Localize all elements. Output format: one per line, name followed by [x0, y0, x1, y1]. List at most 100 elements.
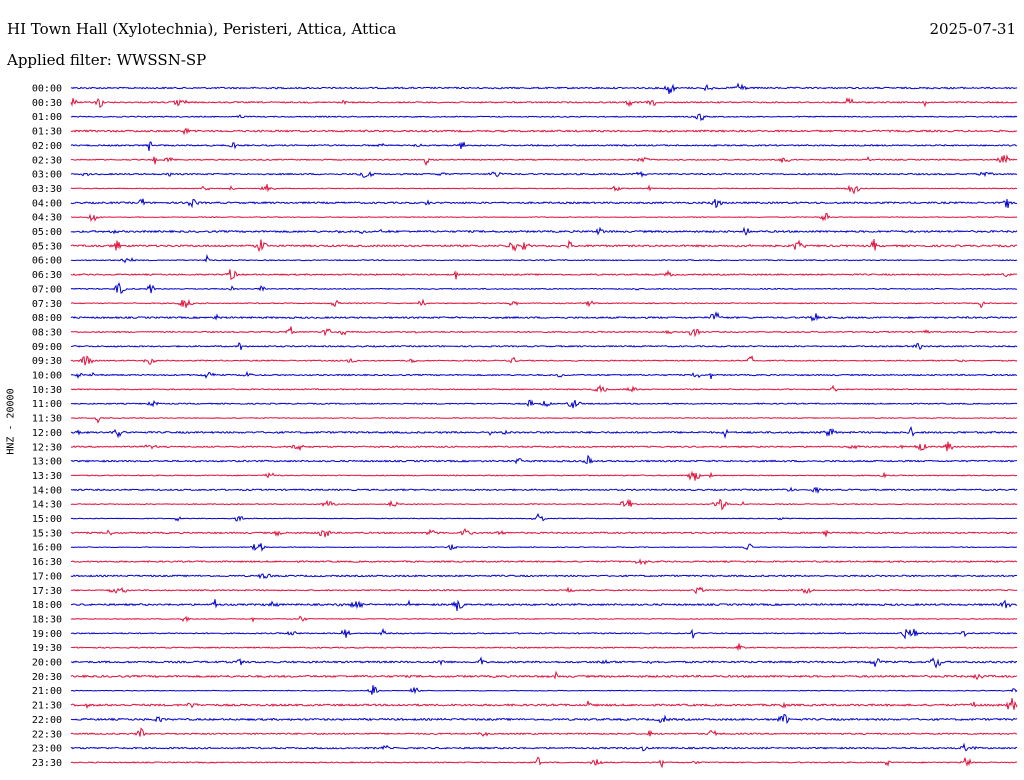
trace-row	[70, 573, 1018, 580]
trace-row	[70, 742, 1018, 752]
trace-row	[71, 417, 1018, 424]
row-time-label: 14:30	[32, 500, 62, 511]
row-time-label: 13:00	[32, 457, 62, 468]
trace-row	[70, 756, 1017, 769]
row-time-label: 20:30	[32, 672, 62, 683]
trace-row	[70, 698, 1018, 710]
trace-row	[70, 298, 1018, 309]
trace-row	[70, 615, 1018, 623]
trace-row	[70, 213, 1018, 222]
row-time-label: 12:00	[32, 428, 62, 439]
trace-row	[70, 627, 1018, 640]
row-time-label: 08:30	[32, 327, 62, 338]
row-time-label: 10:00	[32, 371, 62, 382]
row-time-label: 17:30	[32, 586, 62, 597]
trace-row	[70, 326, 1018, 338]
trace-row	[70, 226, 1018, 237]
row-time-label: 00:00	[32, 84, 62, 95]
row-time-label: 00:30	[32, 98, 62, 109]
row-time-label: 10:30	[32, 385, 62, 396]
trace-row	[70, 82, 1018, 94]
trace-row	[70, 714, 1018, 725]
row-time-label: 13:30	[32, 471, 62, 482]
trace-row	[70, 269, 1018, 281]
row-time-label: 06:00	[32, 256, 62, 267]
trace-row	[70, 543, 1018, 552]
trace-row	[70, 425, 1018, 439]
trace-row	[70, 441, 1018, 452]
trace-row	[70, 170, 1018, 178]
trace-row	[70, 599, 1018, 612]
trace-row	[70, 184, 1018, 195]
row-time-label: 02:30	[32, 155, 62, 166]
row-time-label: 16:30	[32, 557, 62, 568]
trace-row	[70, 670, 1018, 681]
row-time-label: 07:00	[32, 284, 62, 295]
trace-row	[70, 370, 1018, 380]
row-time-label: 06:30	[32, 270, 62, 281]
trace-row	[70, 154, 1018, 167]
row-time-label: 08:00	[32, 313, 62, 324]
row-time-label: 09:30	[32, 356, 62, 367]
trace-row	[70, 198, 1018, 209]
trace-row	[70, 685, 1018, 695]
row-time-label: 03:30	[32, 184, 62, 195]
row-time-label: 01:30	[32, 127, 62, 138]
row-time-label: 22:30	[32, 729, 62, 740]
trace-row	[70, 643, 1018, 652]
trace-row	[70, 486, 1018, 494]
trace-row	[71, 384, 1018, 393]
trace-row	[71, 470, 1018, 481]
row-time-label: 23:00	[32, 744, 62, 755]
trace-row	[70, 399, 1018, 409]
trace-row	[70, 282, 1017, 294]
row-time-label: 17:00	[32, 571, 62, 582]
trace-row	[70, 512, 1017, 522]
row-time-label: 07:30	[32, 299, 62, 310]
row-time-label: 20:00	[32, 658, 62, 669]
trace-row	[70, 355, 1018, 366]
trace-row	[70, 586, 1018, 595]
filter-label: Applied filter: WWSSN-SP	[7, 51, 207, 69]
row-time-label: 05:30	[32, 241, 62, 252]
row-time-label: 05:00	[32, 227, 62, 238]
row-time-label: 21:00	[32, 686, 62, 697]
row-time-label: 19:00	[32, 629, 62, 640]
trace-row	[70, 727, 1018, 737]
row-time-label: 09:00	[32, 342, 62, 353]
row-time-label: 03:00	[32, 170, 62, 181]
row-time-label: 11:30	[32, 414, 62, 425]
trace-row	[70, 311, 1018, 323]
row-time-label: 18:00	[32, 600, 62, 611]
row-time-label: 23:30	[32, 758, 62, 769]
row-time-label: 15:00	[32, 514, 62, 525]
row-time-label: 21:30	[32, 701, 62, 712]
date-label: 2025-07-31	[929, 20, 1016, 38]
row-time-label: 01:00	[32, 112, 62, 123]
station-title: HI Town Hall (Xylotechnia), Peristeri, A…	[7, 20, 397, 38]
trace-row	[70, 498, 1018, 511]
trace-row	[70, 127, 1018, 136]
trace-row	[70, 342, 1018, 351]
trace-row	[71, 558, 1018, 566]
row-time-label: 11:00	[32, 399, 62, 410]
row-time-label: 16:00	[32, 543, 62, 554]
row-time-label: 15:30	[32, 528, 62, 539]
row-time-label: 04:30	[32, 213, 62, 224]
trace-row	[70, 96, 1018, 109]
trace-row	[71, 253, 1018, 264]
trace-row	[71, 656, 1018, 669]
trace-row	[70, 141, 1018, 151]
trace-row	[70, 454, 1018, 465]
row-time-label: 02:00	[32, 141, 62, 152]
row-time-label: 14:00	[32, 485, 62, 496]
row-time-label: 18:30	[32, 614, 62, 625]
row-time-label: 04:00	[32, 198, 62, 209]
row-time-label: 19:30	[32, 643, 62, 654]
trace-row	[70, 113, 1018, 122]
row-time-label: 22:00	[32, 715, 62, 726]
trace-row	[70, 239, 1018, 253]
row-time-label: 12:30	[32, 442, 62, 453]
trace-row	[70, 528, 1018, 538]
